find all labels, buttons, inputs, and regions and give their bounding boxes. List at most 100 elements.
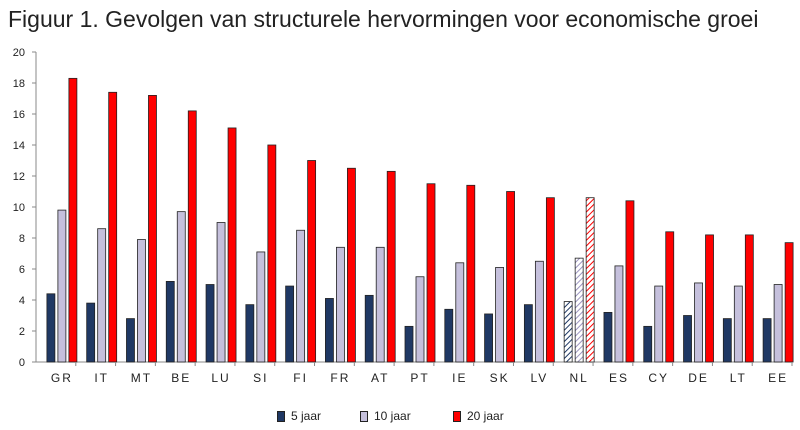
bar-fr-series-1 — [325, 298, 334, 363]
bar-pt-series-1 — [404, 325, 414, 363]
y-tick-label: 6 — [19, 264, 25, 276]
x-tick-label: IE — [452, 371, 467, 385]
bar-at-series-2 — [375, 246, 385, 363]
bar-sk-series-1 — [484, 313, 493, 363]
legend-swatch — [277, 410, 285, 422]
x-tick-label: CY — [648, 371, 669, 385]
bar-mt-series-1 — [126, 318, 135, 363]
bar-be-series-1 — [165, 280, 175, 363]
bar-gr-series-2 — [57, 209, 67, 363]
bar-lt-series-2 — [733, 285, 743, 363]
x-tick-label: MT — [131, 371, 152, 385]
bar-lv-series-2 — [534, 260, 544, 363]
y-tick-label: 2 — [19, 326, 25, 338]
bar-de-series-1 — [683, 315, 692, 363]
bar-pt-series-2 — [415, 276, 425, 363]
x-tick-label: LV — [530, 371, 548, 385]
y-tick-label: 16 — [13, 109, 25, 121]
bar-mt-series-3 — [148, 95, 157, 363]
legend-item-series-1: 5 jaar — [277, 409, 321, 423]
bar-gr-series-1 — [46, 293, 56, 363]
bar-at-series-1 — [364, 294, 374, 363]
legend: 5 jaar 10 jaar 20 jaar — [0, 409, 800, 427]
bar-nl-series-2 — [574, 257, 584, 363]
bar-fi-series-3 — [307, 160, 317, 363]
bar-it-series-1 — [86, 302, 96, 363]
y-tick-label: 10 — [13, 202, 25, 214]
bar-ee-series-2 — [773, 284, 783, 363]
x-tick-label: LU — [211, 371, 230, 385]
bar-de-series-2 — [694, 282, 703, 363]
bar-nl-series-3 — [585, 197, 595, 363]
bar-lv-series-1 — [523, 304, 533, 363]
bar-gr-series-3 — [68, 77, 78, 363]
bar-de-series-3 — [705, 234, 714, 363]
x-tick-label: AT — [371, 371, 389, 385]
bar-nl-series-1 — [563, 301, 573, 363]
legend-label: 10 jaar — [374, 409, 411, 423]
bar-ie-series-3 — [466, 184, 476, 363]
bar-ee-series-1 — [762, 318, 772, 363]
bar-chart: 0 2 4 6 8 10 12 14 16 18 20 GR IT MT BE LU SI FI FR AT PT IE S… — [13, 47, 794, 385]
bar-si-series-1 — [245, 304, 255, 363]
bar-es-series-3 — [625, 200, 635, 363]
x-tick-label: SI — [253, 371, 268, 385]
bar-lu-series-3 — [227, 127, 237, 363]
x-tick-label: BE — [171, 371, 191, 385]
bar-pt-series-3 — [426, 183, 436, 363]
bar-be-series-2 — [176, 211, 186, 363]
bar-lu-series-1 — [205, 284, 215, 363]
x-tick-label: NL — [569, 371, 588, 385]
x-tick-label: PT — [410, 371, 429, 385]
bar-cy-series-2 — [654, 285, 664, 363]
legend-label: 20 jaar — [467, 409, 504, 423]
bar-mt-series-2 — [137, 239, 146, 363]
bar-lu-series-2 — [216, 222, 226, 363]
y-tick-label: 14 — [13, 140, 25, 152]
bar-ie-series-1 — [444, 308, 454, 363]
y-tick-label: 20 — [13, 47, 25, 59]
bar-fr-series-2 — [336, 246, 345, 363]
bar-lt-series-3 — [744, 234, 754, 363]
x-tick-label: ES — [609, 371, 629, 385]
legend-swatch — [453, 410, 461, 422]
legend-item-series-3: 20 jaar — [453, 409, 504, 423]
bar-it-series-3 — [108, 91, 118, 363]
y-tick-label: 18 — [13, 78, 25, 90]
x-tick-label: SK — [490, 371, 510, 385]
bar-ee-series-3 — [784, 242, 794, 363]
bar-it-series-2 — [97, 228, 107, 363]
bar-cy-series-3 — [665, 231, 675, 363]
bar-es-series-1 — [603, 311, 613, 363]
bar-fr-series-3 — [347, 167, 356, 363]
bar-si-series-3 — [267, 144, 277, 363]
chart-title: Figuur 1. Gevolgen van structurele hervo… — [8, 6, 759, 32]
y-tick-label: 4 — [19, 295, 25, 307]
x-tick-label: LT — [730, 371, 747, 385]
bar-at-series-3 — [386, 170, 396, 363]
x-tick-label: FI — [293, 371, 308, 385]
legend-swatch — [360, 410, 368, 422]
y-tick-label: 0 — [19, 357, 25, 369]
plot-area: 0 2 4 6 8 10 12 14 16 18 20 GR IT MT BE LU SI FI FR AT PT IE S… — [13, 47, 794, 385]
bar-sk-series-2 — [495, 267, 504, 363]
bar-fi-series-2 — [296, 229, 306, 363]
bar-be-series-3 — [187, 110, 197, 363]
bar-ie-series-2 — [455, 262, 465, 363]
bar-sk-series-3 — [506, 191, 515, 363]
x-tick-label: EE — [768, 371, 788, 385]
legend-label: 5 jaar — [291, 409, 322, 423]
bar-lv-series-3 — [545, 197, 555, 363]
y-tick-label: 12 — [13, 171, 25, 183]
bar-cy-series-1 — [643, 325, 653, 363]
bar-es-series-2 — [614, 265, 624, 363]
x-tick-label: FR — [330, 371, 350, 385]
bar-si-series-2 — [256, 251, 266, 363]
x-tick-label: DE — [688, 371, 709, 385]
bar-lt-series-1 — [722, 318, 732, 363]
x-tick-label: IT — [94, 371, 109, 385]
x-tick-label: GR — [51, 371, 73, 385]
bar-fi-series-1 — [285, 285, 295, 363]
y-tick-label: 8 — [19, 233, 25, 245]
legend-item-series-2: 10 jaar — [360, 409, 411, 423]
